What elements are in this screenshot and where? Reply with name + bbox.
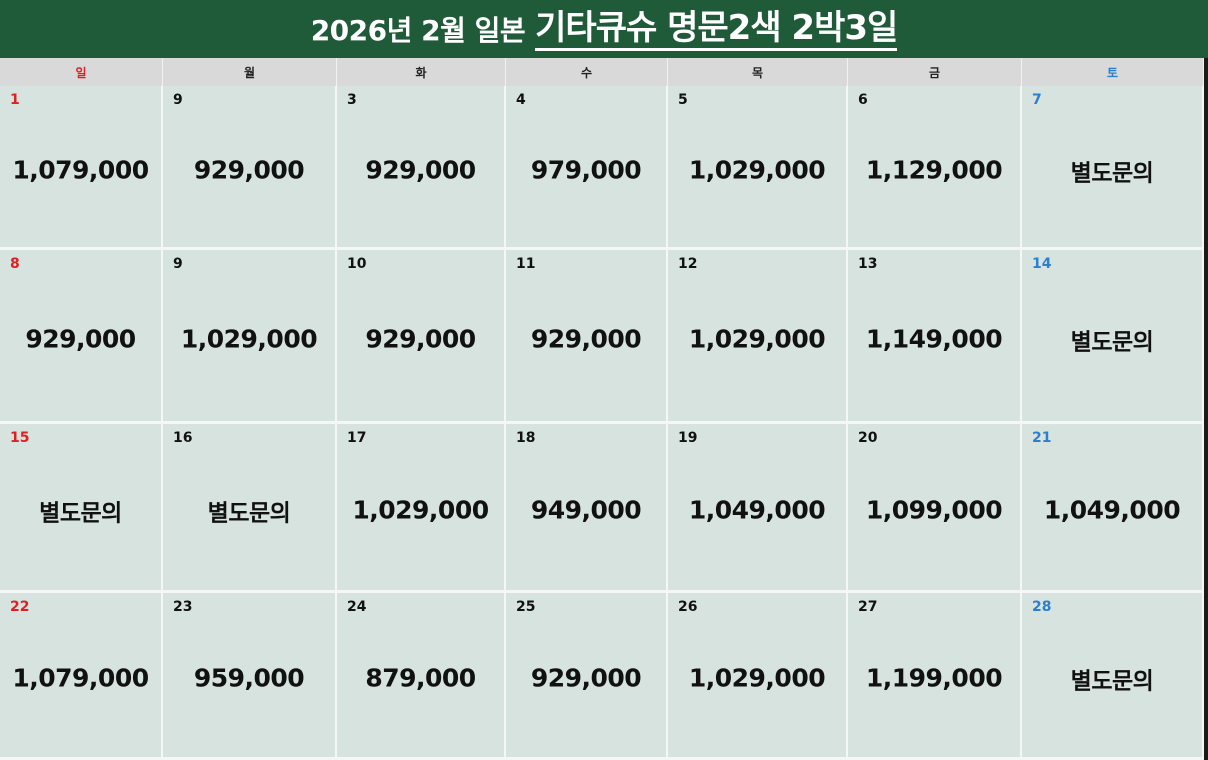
- cell-date: 20: [858, 430, 878, 446]
- calendar-cell-thu[interactable]: 5 1,029,000: [668, 86, 848, 250]
- calendar-grid: 1 1,079,000 9 929,000 3 929,000 4 979,000 5 1,029…: [0, 86, 1204, 760]
- calendar-cell-mon[interactable]: 9 929,000: [163, 86, 337, 250]
- cell-date: 16: [173, 430, 193, 446]
- cell-date: 19: [678, 430, 698, 446]
- calendar-cell-tue[interactable]: 10 929,000: [337, 250, 506, 424]
- calendar-cell-sun[interactable]: 8 929,000: [0, 250, 163, 424]
- cell-price: 929,000: [365, 154, 476, 184]
- cell-price: 별도문의: [207, 500, 291, 527]
- cell-price: 959,000: [193, 663, 305, 693]
- cell-date: 7: [1032, 92, 1042, 108]
- weekday-sat: 토: [1022, 58, 1204, 86]
- cell-price: 별도문의: [1070, 159, 1154, 186]
- cell-date: 4: [516, 92, 526, 108]
- calendar-cell-tue[interactable]: 24 879,000: [337, 593, 506, 760]
- cell-price: 별도문의: [1070, 328, 1154, 355]
- calendar-cell-sun[interactable]: 22 1,079,000: [0, 593, 163, 760]
- weekday-wed: 수: [506, 58, 668, 86]
- calendar-cell-tue[interactable]: 17 1,029,000: [337, 424, 506, 593]
- calendar-cell-mon[interactable]: 16 별도문의: [163, 424, 337, 593]
- cell-price: 929,000: [530, 663, 642, 693]
- cell-date: 27: [858, 599, 878, 615]
- cell-date: 26: [678, 599, 698, 615]
- weekday-sun: 일: [0, 58, 163, 86]
- calendar-cell-tue[interactable]: 3 929,000: [337, 86, 506, 250]
- calendar-cell-fri[interactable]: 13 1,149,000: [848, 250, 1022, 424]
- calendar-cell-wed[interactable]: 4 979,000: [506, 86, 668, 250]
- cell-price: 1,079,000: [12, 154, 149, 184]
- cell-price: 1,029,000: [352, 495, 489, 525]
- cell-date: 13: [858, 256, 878, 272]
- cell-price: 1,129,000: [865, 154, 1003, 184]
- cell-price: 979,000: [530, 154, 642, 184]
- cell-price: 1,199,000: [865, 663, 1003, 693]
- calendar-cell-wed[interactable]: 25 929,000: [506, 593, 668, 760]
- title-main: 기타큐슈 명문2색 2박3일: [535, 8, 898, 51]
- cell-price: 1,029,000: [688, 154, 826, 184]
- cell-date: 10: [347, 256, 367, 272]
- cell-date: 8: [10, 256, 20, 272]
- calendar-cell-thu[interactable]: 19 1,049,000: [668, 424, 848, 593]
- calendar-cell-sun[interactable]: 15 별도문의: [0, 424, 163, 593]
- cell-date: 5: [678, 92, 688, 108]
- calendar-cell-thu[interactable]: 26 1,029,000: [668, 593, 848, 760]
- cell-price: 1,049,000: [1043, 495, 1181, 525]
- cell-date: 14: [1032, 256, 1052, 272]
- cell-price: 1,079,000: [12, 663, 149, 693]
- calendar-cell-sat[interactable]: 21 1,049,000: [1022, 424, 1204, 593]
- cell-date: 24: [347, 599, 367, 615]
- cell-price: 1,099,000: [865, 495, 1003, 525]
- cell-price: 별도문의: [1070, 668, 1154, 695]
- calendar-cell-mon[interactable]: 23 959,000: [163, 593, 337, 760]
- cell-date: 15: [10, 430, 30, 446]
- weekday-header: 일 월 화 수 목 금 토: [0, 58, 1204, 86]
- cell-price: 929,000: [365, 323, 476, 353]
- cell-date: 23: [173, 599, 193, 615]
- weekday-mon: 월: [163, 58, 337, 86]
- cell-date: 11: [516, 256, 536, 272]
- cell-date: 1: [10, 92, 20, 108]
- calendar-cell-sat[interactable]: 7 별도문의: [1022, 86, 1204, 250]
- cell-date: 9: [173, 92, 183, 108]
- cell-date: 9: [173, 256, 183, 272]
- cell-price: 949,000: [530, 495, 642, 525]
- cell-price: 1,149,000: [865, 323, 1003, 353]
- cell-date: 3: [347, 92, 357, 108]
- calendar-cell-fri[interactable]: 27 1,199,000: [848, 593, 1022, 760]
- calendar-cell-thu[interactable]: 12 1,029,000: [668, 250, 848, 424]
- cell-date: 28: [1032, 599, 1052, 615]
- calendar-cell-fri[interactable]: 20 1,099,000: [848, 424, 1022, 593]
- calendar-cell-wed[interactable]: 18 949,000: [506, 424, 668, 593]
- cell-price: 929,000: [193, 154, 305, 184]
- calendar-cell-mon[interactable]: 9 1,029,000: [163, 250, 337, 424]
- cell-date: 21: [1032, 430, 1052, 446]
- calendar-cell-sat[interactable]: 28 별도문의: [1022, 593, 1204, 760]
- cell-price: 879,000: [365, 663, 476, 693]
- cell-date: 6: [858, 92, 868, 108]
- calendar-cell-wed[interactable]: 11 929,000: [506, 250, 668, 424]
- cell-price: 1,049,000: [688, 495, 826, 525]
- title-bar: 2026년 2월 일본 기타큐슈 명문2색 2박3일: [0, 0, 1208, 58]
- weekday-tue: 화: [337, 58, 506, 86]
- cell-price: 929,000: [25, 323, 136, 353]
- cell-date: 25: [516, 599, 536, 615]
- cell-price: 1,029,000: [688, 663, 826, 693]
- cell-date: 12: [678, 256, 698, 272]
- right-edge-divider: [1204, 58, 1208, 760]
- calendar-cell-sun[interactable]: 1 1,079,000: [0, 86, 163, 250]
- calendar-cell-fri[interactable]: 6 1,129,000: [848, 86, 1022, 250]
- cell-price: 929,000: [530, 323, 642, 353]
- cell-price: 별도문의: [39, 500, 122, 527]
- title-prefix: 2026년 2월 일본: [310, 14, 526, 47]
- calendar-cell-sat[interactable]: 14 별도문의: [1022, 250, 1204, 424]
- cell-date: 22: [10, 599, 30, 615]
- cell-price: 1,029,000: [180, 323, 318, 353]
- weekday-fri: 금: [848, 58, 1022, 86]
- weekday-thu: 목: [668, 58, 848, 86]
- cell-price: 1,029,000: [688, 323, 826, 353]
- cell-date: 17: [347, 430, 367, 446]
- cell-date: 18: [516, 430, 536, 446]
